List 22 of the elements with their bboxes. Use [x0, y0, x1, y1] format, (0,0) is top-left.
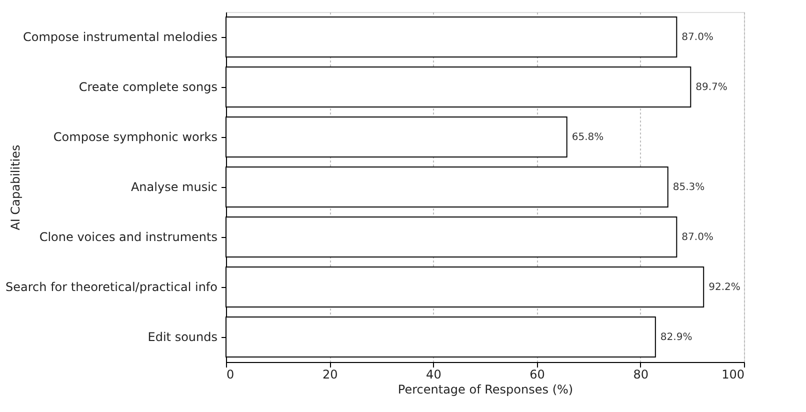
data-label: 82.9%: [660, 332, 692, 343]
x-axis-title: Percentage of Responses (%): [398, 382, 574, 396]
x-tick-label: 100: [722, 368, 744, 382]
y-tick-label: Compose instrumental melodies: [23, 30, 218, 44]
x-tick-label: 80: [633, 368, 649, 382]
y-tick-label: Search for theoretical/practical info: [6, 280, 218, 294]
x-tick-label: 40: [426, 368, 442, 382]
data-label: 65.8%: [572, 132, 604, 143]
y-tick-label: Clone voices and instruments: [39, 230, 218, 244]
x-tick-label: 0: [226, 368, 234, 382]
data-label: 87.0%: [682, 32, 714, 43]
data-label: 85.3%: [672, 182, 705, 193]
x-tick-label: 60: [530, 368, 545, 382]
data-label: 89.7%: [696, 82, 728, 93]
y-tick-label: Create complete songs: [78, 80, 218, 94]
x-tick-label: 20: [322, 368, 338, 382]
y-tick-label: Analyse music: [130, 180, 218, 194]
y-axis-title: AI Capabilities: [8, 144, 22, 230]
y-tick-label: Compose symphonic works: [53, 130, 218, 144]
data-label: 87.0%: [682, 232, 714, 243]
data-label: 92.2%: [708, 282, 740, 293]
y-tick-label: Edit sounds: [148, 330, 218, 344]
